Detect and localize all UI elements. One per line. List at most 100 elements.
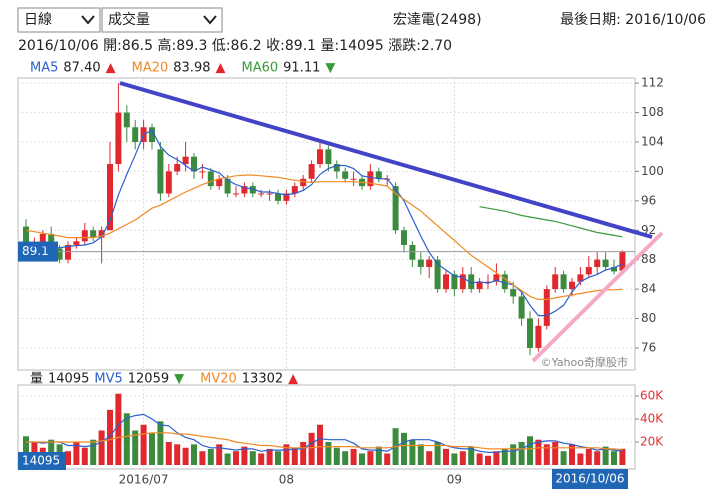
volume-bar (165, 442, 172, 465)
candle-body (535, 325, 542, 348)
candle-body (518, 296, 525, 319)
candle-body (501, 274, 508, 290)
volume-bar (266, 448, 273, 465)
ma-line (26, 413, 623, 453)
candle-body (602, 259, 609, 268)
indicator-select[interactable] (101, 7, 223, 33)
candle-body (451, 274, 458, 290)
last-price-label: 89.1 (22, 244, 49, 258)
candle-body (56, 248, 63, 260)
candle-body (300, 178, 307, 187)
volume-bar (333, 447, 340, 465)
legend-value: 14095 (48, 372, 89, 387)
volume-bar (426, 451, 433, 465)
candle-body (216, 178, 223, 187)
volume-bar (90, 439, 97, 465)
trend-line (119, 81, 653, 239)
candle-body (560, 274, 567, 290)
legend-value: 12059 (128, 372, 169, 387)
volume-bar (501, 448, 508, 465)
candle-body (191, 156, 197, 172)
volume-bar (140, 424, 147, 465)
candle-body (392, 186, 399, 231)
volume-bar (350, 448, 357, 465)
candle-body (375, 171, 382, 179)
x-tick-label: 2016/07 (119, 473, 169, 487)
volume-bar (98, 430, 105, 465)
candle-body (65, 244, 71, 260)
quote-line: 2016/10/06 開:86.5 高:89.3 低:86.2 收:89.1 量… (18, 37, 452, 54)
volume-bar (291, 447, 298, 465)
candle-body (409, 244, 416, 260)
x-tick-label: 2016/10/06 (555, 472, 624, 486)
volume-bar (216, 444, 223, 465)
volume-bar (560, 451, 567, 465)
y-tick-label: 112 (641, 76, 664, 90)
legend-trend: ▲ (106, 61, 116, 76)
trend-line (531, 231, 664, 363)
candle-body (199, 171, 206, 173)
candle-body (115, 112, 122, 165)
volume-bar (73, 442, 80, 465)
volume-bar (585, 448, 592, 465)
candle-body (594, 259, 601, 268)
ma-line (25, 129, 623, 317)
volume-bar (258, 453, 265, 465)
volume-bar (459, 451, 466, 465)
last-date-box (552, 469, 628, 489)
volume-bar (443, 448, 449, 465)
volume-bar (401, 432, 407, 465)
candle-body (367, 171, 374, 187)
volume-bar (451, 453, 458, 465)
candle-body (123, 112, 130, 128)
volume-bar (543, 444, 550, 465)
candle-body (459, 274, 466, 290)
volume-bar (342, 451, 349, 465)
volume-bar (23, 436, 29, 465)
volume-bar (65, 451, 71, 465)
legend-value: 91.11 (283, 61, 320, 76)
candle-body (325, 149, 332, 165)
volume-bar (207, 448, 214, 465)
candle-body (291, 186, 298, 194)
volume-bar (619, 448, 626, 465)
volume-bar (233, 451, 239, 465)
candle-body (283, 193, 290, 201)
legend-trend: ▼ (325, 61, 335, 76)
y-tick-label: 80 (641, 311, 656, 325)
candle-body (149, 127, 155, 142)
x-tick-label: 09 (447, 473, 462, 487)
volume-bar (367, 451, 374, 465)
volume-bar (493, 451, 500, 465)
candle-body (577, 274, 584, 282)
volume-bar (300, 442, 307, 465)
volume-bar (409, 439, 416, 465)
candle-body (157, 149, 164, 194)
candle-body (107, 164, 113, 231)
y-tick-label: 20K (640, 435, 664, 449)
volume-bar (182, 447, 189, 465)
legend-entry: MA5 (30, 61, 58, 76)
legend-value: 87.40 (63, 61, 100, 76)
legend-trend: ▼ (174, 372, 184, 387)
volume-bar (317, 424, 323, 465)
volume-bar (174, 444, 181, 465)
candle-body (73, 241, 80, 245)
volume-bar (115, 393, 122, 465)
y-tick-label: 96 (641, 193, 656, 207)
volume-bar (199, 451, 206, 465)
period-select-label: 日線 (24, 12, 52, 28)
legend-trend: ▲ (215, 61, 225, 76)
volume-bar (81, 447, 88, 465)
candle-body (207, 171, 214, 187)
y-tick-label: 108 (641, 105, 664, 119)
volume-bar (157, 421, 164, 465)
candle-body (527, 318, 533, 348)
candle-body (90, 230, 97, 238)
candle-body (493, 274, 500, 282)
candle-body (510, 289, 517, 297)
candle-body (401, 230, 407, 245)
candle-body (48, 233, 55, 249)
legend-entry: MV20 (200, 372, 237, 387)
